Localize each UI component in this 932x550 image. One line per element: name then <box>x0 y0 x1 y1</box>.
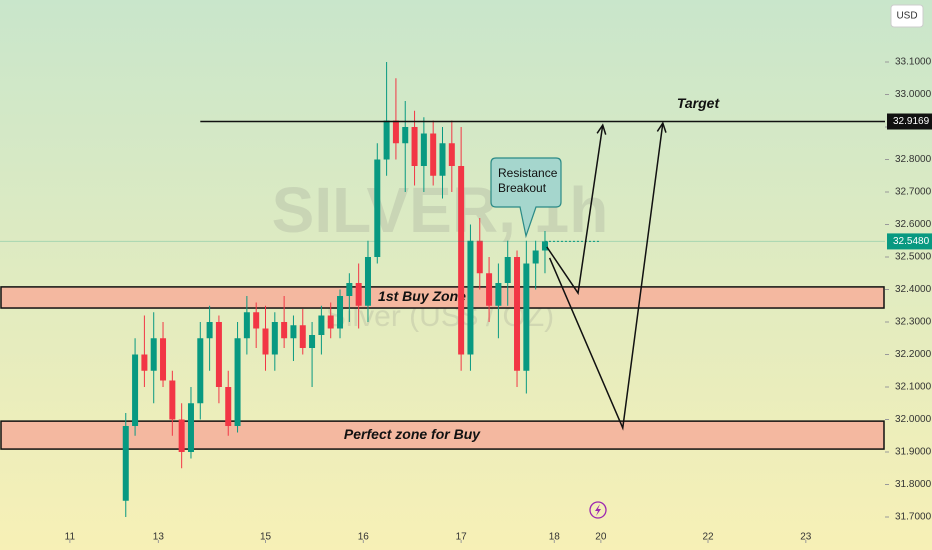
candle-body <box>439 143 446 176</box>
x-tick-label: 13 <box>153 532 165 543</box>
candle-body <box>318 315 325 335</box>
candle-body <box>309 335 316 348</box>
candle-body <box>141 354 148 371</box>
y-tick-label: 32.8000 <box>895 154 932 165</box>
x-tick-label: 20 <box>595 532 607 543</box>
x-tick-label: 23 <box>800 532 812 543</box>
target-price-label: 32.9169 <box>893 116 930 127</box>
candle-body <box>299 325 306 348</box>
candle-body <box>374 159 381 257</box>
candle-body <box>495 283 502 306</box>
callout-text: Resistance <box>498 166 558 180</box>
callout-box <box>490 157 562 239</box>
y-tick-label: 32.5000 <box>895 252 932 263</box>
event-icon[interactable] <box>589 501 607 519</box>
y-tick-label: 32.1000 <box>895 382 932 393</box>
candle-body <box>420 133 427 166</box>
candle-body <box>448 143 455 166</box>
candle-body <box>355 283 362 306</box>
projection-path <box>548 123 664 431</box>
projection-path <box>546 124 604 296</box>
candle-body <box>281 322 288 339</box>
candle-body <box>486 273 493 306</box>
y-tick-label: 32.4000 <box>895 284 932 295</box>
candle-body <box>476 240 483 274</box>
candle-body <box>532 250 539 264</box>
zone-label: 1st Buy Zone <box>378 288 466 304</box>
candle-body <box>206 322 213 339</box>
candle-body <box>514 257 521 371</box>
target-text: Target <box>677 95 721 111</box>
candle-body <box>411 127 418 166</box>
event-circle[interactable] <box>589 501 607 519</box>
y-tick-label: 32.6000 <box>895 219 932 230</box>
candle-body <box>234 338 241 426</box>
candle-body <box>160 338 167 381</box>
zone-label: Perfect zone for Buy <box>344 426 481 442</box>
candle-body <box>122 426 129 501</box>
candle-body <box>523 263 530 371</box>
callout-text: Breakout <box>498 181 547 195</box>
x-tick-label: 11 <box>65 532 76 543</box>
candle-body <box>243 312 250 339</box>
candle-body <box>187 403 194 452</box>
y-tick-label: 32.0000 <box>895 414 932 425</box>
buy-zone <box>0 420 885 450</box>
y-tick-label: 32.2000 <box>895 349 932 360</box>
last-price-label: 32.5480 <box>893 236 930 247</box>
candle-body <box>169 380 176 420</box>
buy-zone <box>0 286 885 309</box>
candle-body <box>458 166 465 355</box>
x-tick-label: 16 <box>358 532 370 543</box>
y-tick-label: 33.1000 <box>895 57 932 68</box>
candle-body <box>327 315 334 329</box>
candle-body <box>392 120 399 144</box>
currency[interactable]: USD <box>896 11 917 22</box>
candle-body <box>262 328 269 355</box>
candle-body <box>346 283 353 296</box>
candle-body <box>225 387 232 426</box>
candle-body <box>197 338 204 404</box>
x-tick-label: 15 <box>260 532 272 543</box>
candle-body <box>541 241 548 251</box>
arrow-head <box>596 123 607 135</box>
arrow-head <box>656 121 667 133</box>
candle-body <box>504 257 511 283</box>
y-tick-label: 33.0000 <box>895 89 932 100</box>
candle-body <box>467 240 474 355</box>
candle-body <box>337 296 344 329</box>
candle-body <box>430 133 437 176</box>
y-tick-label: 31.8000 <box>895 479 932 490</box>
candle-body <box>383 120 390 160</box>
candle-body <box>215 322 222 387</box>
candle-body <box>271 322 278 355</box>
candle-body <box>150 338 157 371</box>
x-tick-label: 17 <box>456 532 468 543</box>
target-tag <box>887 113 932 130</box>
y-tick-label: 31.7000 <box>895 512 932 523</box>
candle-body <box>132 354 139 426</box>
y-tick-label: 31.9000 <box>895 447 932 458</box>
x-tick-label: 22 <box>702 532 714 543</box>
candle-body <box>402 127 409 144</box>
event-bolt[interactable] <box>595 504 601 516</box>
candle-body <box>364 257 371 306</box>
y-tick-label: 32.7000 <box>895 187 932 198</box>
candle-body <box>178 419 185 452</box>
last-price-tag <box>887 233 932 250</box>
x-tick-label: 18 <box>549 532 561 543</box>
candle-body <box>253 312 260 329</box>
y-tick-label: 32.3000 <box>895 317 932 328</box>
candle-body <box>290 325 297 339</box>
currency-box[interactable] <box>890 4 924 28</box>
